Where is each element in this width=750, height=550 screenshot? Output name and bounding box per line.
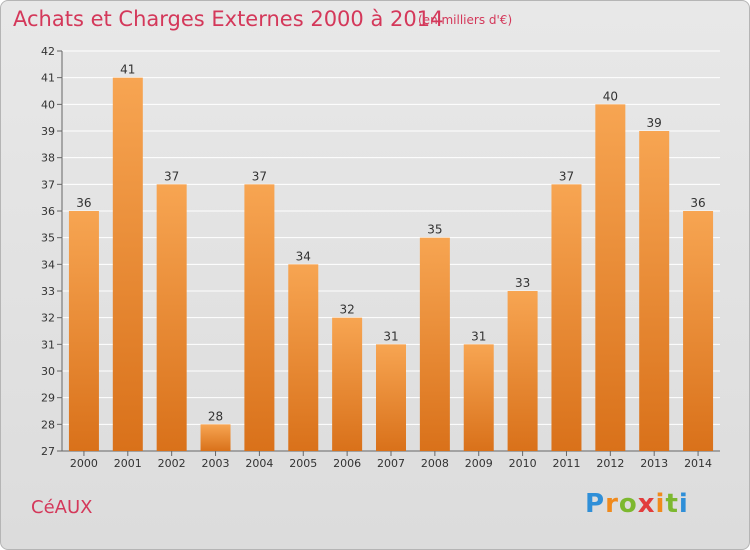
bar-2014 [683, 211, 714, 451]
chart-subtitle: (en milliers d'€) [418, 13, 513, 27]
x-tick-label-2001: 2001 [114, 457, 142, 470]
y-tick-label-28: 28 [41, 418, 55, 431]
data-label-2001: 41 [120, 63, 135, 77]
bar-2010 [507, 291, 538, 451]
data-label-2011: 37 [559, 169, 574, 183]
y-tick-label-31: 31 [41, 338, 55, 351]
bars [68, 77, 714, 452]
x-tick-label-2003: 2003 [202, 457, 230, 470]
y-tick-label-27: 27 [41, 445, 55, 458]
y-tick-label-38: 38 [41, 152, 55, 165]
x-tick-label-2000: 2000 [70, 457, 98, 470]
bar-2005 [288, 264, 319, 451]
y-tick-label-35: 35 [41, 232, 55, 245]
bar-2009 [463, 344, 494, 451]
bar-2013 [639, 131, 670, 451]
place-name: CéAUX [31, 497, 93, 518]
bar-2011 [551, 184, 582, 452]
x-tick-label-2012: 2012 [596, 457, 624, 470]
x-tick-label-2011: 2011 [552, 457, 580, 470]
data-label-2008: 35 [427, 223, 442, 237]
data-label-2014: 36 [690, 196, 705, 210]
y-tick-label-32: 32 [41, 312, 55, 325]
x-tick-label-2010: 2010 [509, 457, 537, 470]
x-tick-label-2014: 2014 [684, 457, 712, 470]
x-tick-label-2006: 2006 [333, 457, 361, 470]
data-label-2007: 31 [383, 329, 398, 343]
bar-2003 [200, 424, 231, 451]
bar-2002 [156, 184, 187, 452]
x-tick-label-2004: 2004 [245, 457, 273, 470]
y-tick-label-37: 37 [41, 178, 55, 191]
bar-2001 [112, 77, 143, 452]
data-label-2004: 37 [252, 169, 267, 183]
labels: 27 28 29 30 31 32 33 34 35 36 37 38 39 40 41 42 36 2000 41… [41, 45, 712, 470]
y-tick-label-40: 40 [41, 98, 55, 111]
bar-2012 [595, 104, 626, 451]
data-label-2010: 33 [515, 276, 530, 290]
x-tick-label-2009: 2009 [465, 457, 493, 470]
x-tick-label-2005: 2005 [289, 457, 317, 470]
data-label-2013: 39 [647, 116, 662, 130]
data-label-2012: 40 [603, 89, 618, 103]
y-tick-label-39: 39 [41, 125, 55, 138]
x-tick-label-2007: 2007 [377, 457, 405, 470]
proxiti-logo: Proxiti [585, 489, 689, 519]
data-label-2006: 32 [339, 303, 354, 317]
bar-2007 [376, 344, 406, 451]
chart-title: Achats et Charges Externes 2000 à 2014 [13, 7, 444, 31]
data-label-2005: 34 [296, 249, 311, 263]
data-label-2000: 36 [76, 196, 91, 210]
y-tick-label-34: 34 [41, 258, 55, 271]
y-tick-label-33: 33 [41, 285, 55, 298]
x-tick-label-2013: 2013 [640, 457, 668, 470]
x-tick-label-2008: 2008 [421, 457, 449, 470]
bar-2000 [68, 211, 99, 451]
y-tick-label-42: 42 [41, 45, 55, 58]
y-tick-label-41: 41 [41, 72, 55, 85]
x-tick-label-2002: 2002 [158, 457, 186, 470]
bar-2008 [419, 237, 450, 451]
data-label-2009: 31 [471, 329, 486, 343]
y-tick-label-36: 36 [41, 205, 55, 218]
bar-2006 [332, 317, 363, 451]
y-tick-label-30: 30 [41, 365, 55, 378]
bar-2004 [244, 184, 275, 452]
data-label-2003: 28 [208, 409, 223, 423]
y-tick-label-29: 29 [41, 392, 55, 405]
data-label-2002: 37 [164, 169, 179, 183]
